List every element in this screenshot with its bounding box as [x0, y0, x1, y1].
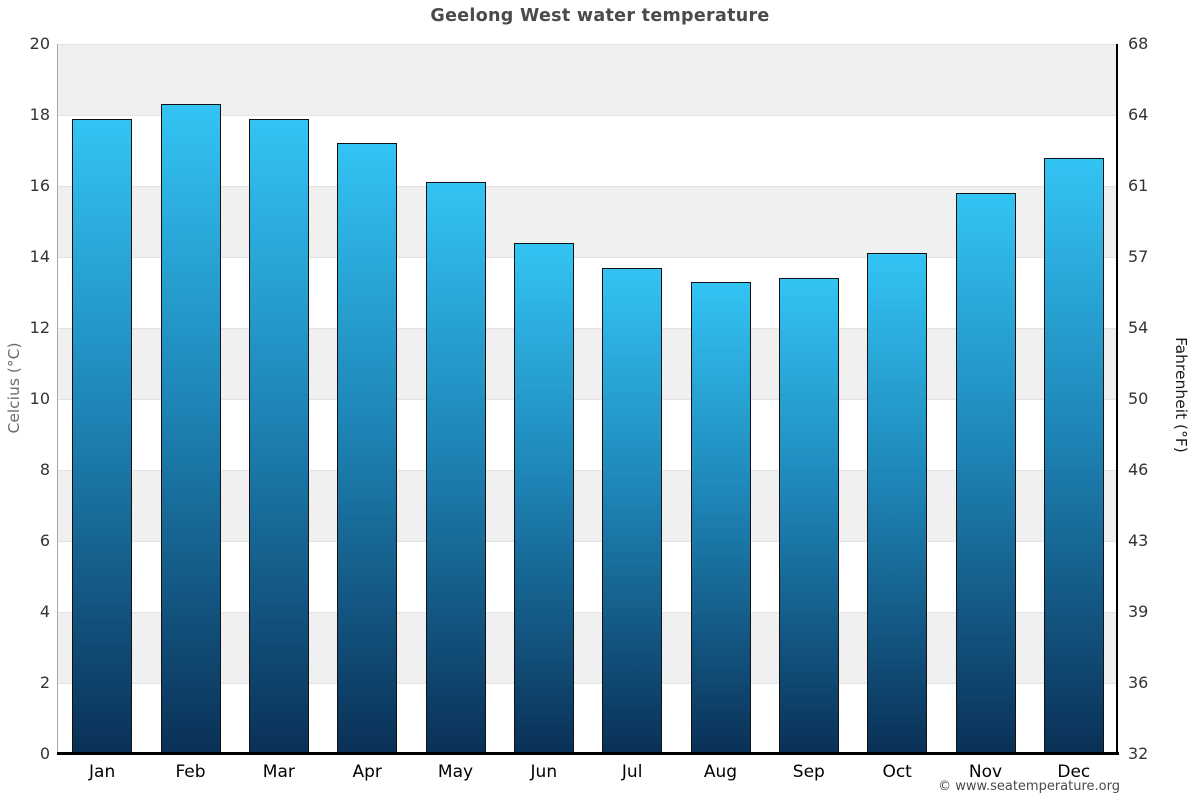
- y-tick-fahrenheit-50: 50: [1128, 389, 1149, 408]
- y-tick-celsius-10: 10: [29, 389, 50, 408]
- month-label-mar: Mar: [262, 762, 295, 782]
- grid-band-6-to-4: [58, 541, 1118, 612]
- y-tick-celsius-12: 12: [29, 318, 50, 337]
- bar-may: [425, 182, 486, 754]
- y-tick-fahrenheit-57: 57: [1128, 247, 1149, 266]
- y-tick-fahrenheit-68: 68: [1128, 34, 1149, 53]
- grid-band-4-to-2: [58, 612, 1118, 683]
- bar-feb: [160, 104, 221, 754]
- grid-band-12-to-10: [58, 328, 1118, 399]
- bottom-axis-line: [57, 752, 1119, 755]
- y-tick-fahrenheit-43: 43: [1128, 531, 1149, 550]
- bar-sep: [778, 278, 839, 754]
- month-label-feb: Feb: [175, 762, 206, 782]
- right-axis-line: [1116, 44, 1118, 754]
- y-axis-label-fahrenheit: Fahrenheit (°F): [1172, 337, 1190, 453]
- y-tick-celsius-6: 6: [39, 531, 50, 550]
- bar-jun: [513, 242, 574, 754]
- bar-nov: [955, 193, 1016, 754]
- grid-band-20-to-18: [58, 44, 1118, 115]
- grid-band-10-to-8: [58, 399, 1118, 470]
- month-label-jan: Jan: [89, 762, 116, 782]
- bar-oct: [867, 253, 928, 754]
- grid-band-18-to-16: [58, 115, 1118, 186]
- left-axis-line: [57, 44, 58, 754]
- y-tick-celsius-4: 4: [39, 602, 50, 621]
- month-label-apr: Apr: [352, 762, 382, 782]
- month-label-may: May: [437, 762, 474, 782]
- y-tick-celsius-20: 20: [29, 34, 50, 53]
- bar-jul: [602, 267, 663, 754]
- y-tick-fahrenheit-61: 61: [1128, 176, 1149, 195]
- y-tick-fahrenheit-32: 32: [1128, 744, 1149, 763]
- month-label-aug: Aug: [703, 762, 738, 782]
- grid-band-2-to-0: [58, 683, 1118, 754]
- y-tick-fahrenheit-39: 39: [1128, 602, 1149, 621]
- plot-area: [58, 44, 1118, 754]
- bar-apr: [337, 143, 398, 754]
- y-tick-fahrenheit-54: 54: [1128, 318, 1149, 337]
- y-tick-fahrenheit-64: 64: [1128, 105, 1149, 124]
- y-tick-fahrenheit-36: 36: [1128, 673, 1149, 692]
- month-label-jul: Jul: [621, 762, 643, 782]
- month-label-oct: Oct: [882, 762, 912, 782]
- grid-band-14-to-12: [58, 257, 1118, 328]
- bar-jan: [72, 118, 133, 754]
- bar-mar: [248, 118, 309, 754]
- y-tick-celsius-8: 8: [39, 460, 50, 479]
- month-label-sep: Sep: [792, 762, 825, 782]
- y-tick-celsius-16: 16: [29, 176, 50, 195]
- grid-band-8-to-6: [58, 470, 1118, 541]
- bar-dec: [1043, 157, 1104, 754]
- copyright-credit: © www.seatemperature.org: [938, 779, 1120, 794]
- y-tick-celsius-0: 0: [39, 744, 50, 763]
- chart-title: Geelong West water temperature: [430, 6, 770, 26]
- y-tick-fahrenheit-46: 46: [1128, 460, 1149, 479]
- y-tick-celsius-18: 18: [29, 105, 50, 124]
- y-tick-celsius-2: 2: [39, 673, 50, 692]
- month-label-jun: Jun: [530, 762, 558, 782]
- y-tick-celsius-14: 14: [29, 247, 50, 266]
- month-label-dec: Dec: [1057, 762, 1091, 782]
- bar-aug: [690, 281, 751, 754]
- month-label-nov: Nov: [968, 762, 1003, 782]
- grid-band-16-to-14: [58, 186, 1118, 257]
